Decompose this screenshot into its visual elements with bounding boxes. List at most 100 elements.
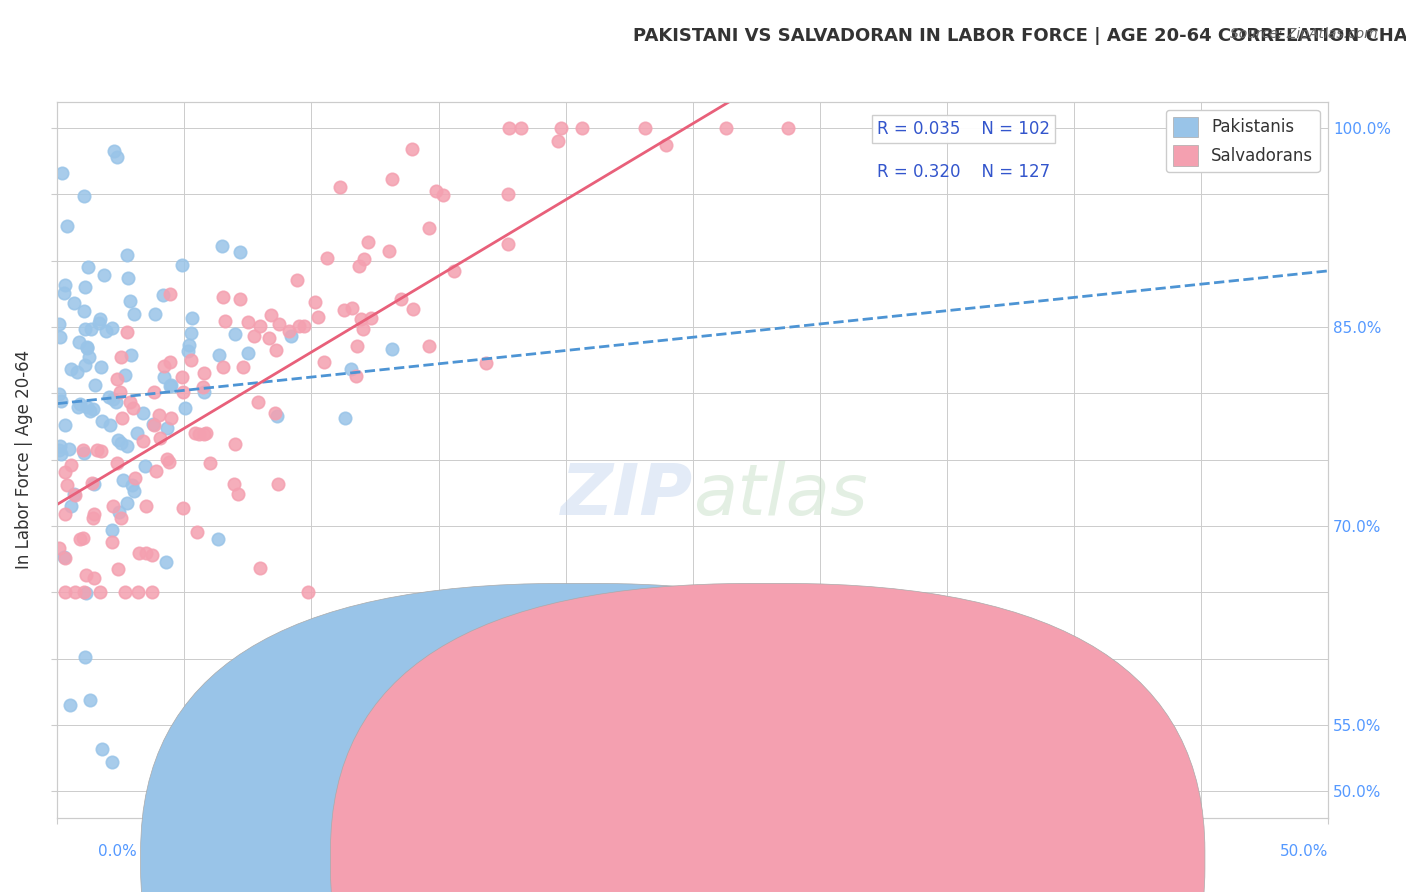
Point: [344, 369, 367, 384]
Point: [249, 560, 271, 574]
Point: [267, 477, 290, 491]
Point: [135, 546, 157, 560]
Point: [112, 474, 135, 488]
Point: [307, 310, 329, 325]
Point: [224, 476, 246, 491]
Point: [141, 585, 163, 599]
Point: [353, 252, 375, 266]
Text: Pakistanis: Pakistanis: [612, 849, 688, 863]
Point: [124, 471, 146, 485]
Point: [48, 317, 70, 331]
Point: [180, 326, 202, 340]
Point: [53, 417, 76, 432]
Point: [80, 475, 103, 490]
Point: [418, 220, 440, 235]
Point: [172, 384, 194, 399]
Point: [214, 314, 236, 328]
Point: [101, 500, 124, 514]
Point: [117, 271, 139, 285]
Point: [246, 395, 269, 409]
Point: [53, 465, 76, 479]
Point: [134, 458, 156, 473]
Point: [148, 431, 170, 445]
Point: [714, 121, 737, 136]
Point: [83, 571, 105, 585]
Point: [145, 464, 167, 478]
Point: [76, 341, 98, 355]
Point: [509, 121, 531, 136]
Point: [52, 285, 75, 300]
Point: [141, 548, 163, 562]
Point: [101, 535, 124, 549]
Point: [67, 334, 90, 349]
Point: [432, 187, 454, 202]
Point: [105, 150, 128, 164]
Point: [232, 360, 254, 375]
Point: [496, 186, 519, 201]
Point: [48, 386, 70, 401]
Point: [143, 308, 166, 322]
Point: [571, 121, 593, 136]
Point: [180, 311, 202, 326]
Point: [340, 362, 363, 376]
Point: [90, 359, 112, 374]
Point: [73, 358, 96, 372]
Point: [224, 437, 246, 451]
Point: [73, 322, 96, 336]
Point: [177, 343, 200, 358]
Point: [90, 741, 112, 756]
Point: [389, 293, 412, 307]
Point: [72, 531, 94, 545]
Point: [77, 351, 100, 365]
Point: [381, 172, 404, 186]
Point: [332, 302, 354, 317]
Point: [103, 392, 125, 407]
Point: [73, 279, 96, 293]
Point: [193, 366, 215, 380]
Point: [314, 355, 336, 369]
Point: [654, 137, 676, 152]
Point: [475, 356, 498, 370]
Point: [142, 417, 165, 431]
Point: [75, 568, 97, 582]
Text: 50.0%: 50.0%: [1281, 845, 1329, 859]
Point: [212, 290, 235, 304]
Point: [105, 457, 128, 471]
Point: [224, 327, 246, 342]
Point: [634, 121, 657, 136]
Point: [229, 293, 252, 307]
Point: [346, 339, 368, 353]
Point: [292, 318, 315, 333]
Point: [122, 307, 145, 321]
Point: [297, 585, 319, 599]
Point: [55, 219, 77, 234]
Point: [118, 294, 141, 309]
Point: [110, 350, 132, 364]
Point: [208, 348, 231, 362]
Point: [402, 301, 425, 316]
Point: [90, 414, 112, 428]
Point: [53, 585, 76, 599]
Point: [48, 443, 70, 458]
Text: Source: ZipAtlas.com: Source: ZipAtlas.com: [1230, 27, 1378, 41]
Point: [357, 235, 380, 249]
Point: [63, 488, 86, 502]
Point: [212, 359, 235, 374]
Point: [53, 507, 76, 521]
Point: [96, 324, 118, 338]
Point: [264, 343, 287, 357]
Point: [79, 404, 101, 418]
Point: [77, 260, 100, 274]
Point: [117, 496, 139, 510]
Y-axis label: In Labor Force | Age 20-64: In Labor Force | Age 20-64: [15, 351, 32, 569]
Point: [75, 649, 97, 664]
Point: [159, 378, 181, 392]
Point: [53, 278, 76, 293]
Point: [143, 384, 166, 399]
Point: [352, 322, 374, 336]
Text: 0.0%: 0.0%: [98, 845, 138, 859]
Point: [277, 324, 299, 338]
Point: [72, 585, 94, 599]
Point: [156, 421, 179, 435]
Point: [194, 425, 217, 440]
